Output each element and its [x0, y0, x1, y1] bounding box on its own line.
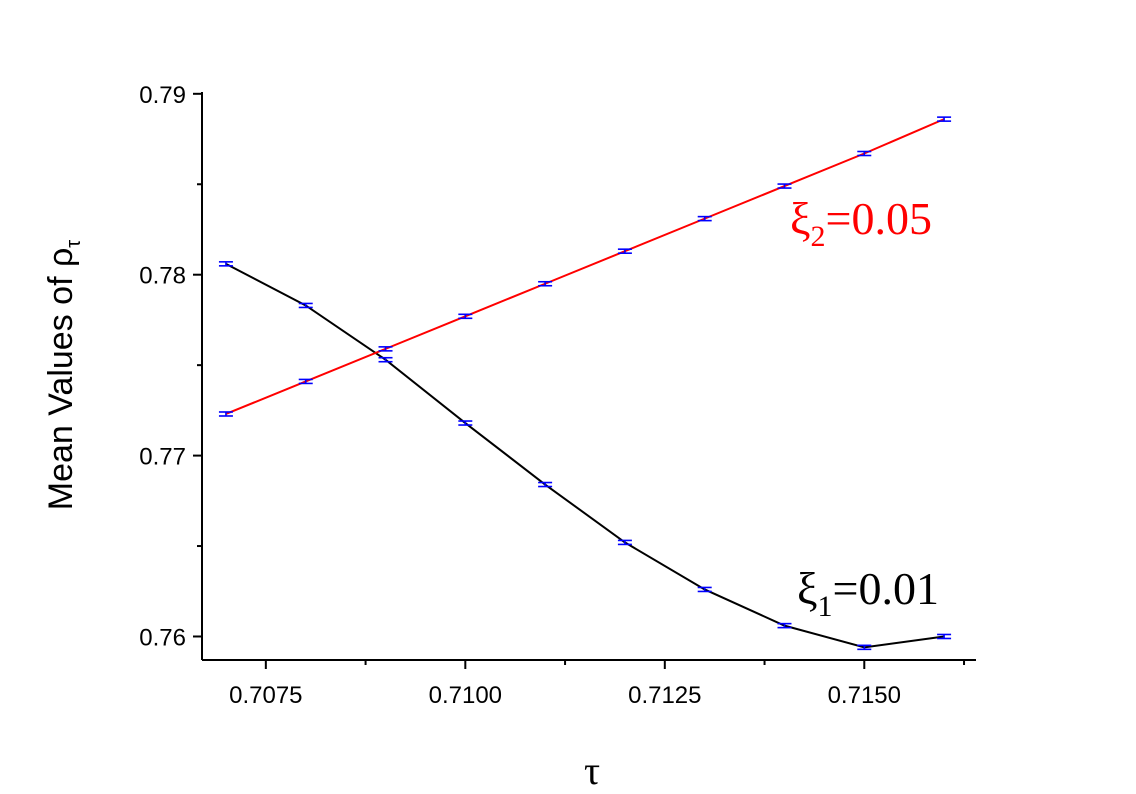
y-tick-label: 0.79 [139, 82, 186, 109]
series-label-xi2-base: ξ [790, 193, 811, 244]
x-tick-label: 0.7125 [628, 682, 701, 709]
x-tick-label: 0.7075 [229, 682, 302, 709]
error-bar [378, 346, 393, 352]
series-label-xi1-sub: 1 [818, 590, 833, 623]
series-line-1 [225, 262, 945, 649]
error-bar [937, 116, 952, 122]
series-label-xi1-rest: =0.01 [833, 563, 939, 614]
x-ticks: 0.7075 0.7100 0.7125 0.7150 [229, 660, 966, 709]
series-label-xi1-base: ξ [797, 563, 818, 614]
y-ticks: 0.76 0.77 0.78 0.79 [139, 82, 202, 651]
y-tick-label: 0.78 [139, 263, 186, 290]
error-bar [218, 261, 233, 267]
error-bar [458, 420, 473, 426]
error-bar [777, 183, 792, 189]
series-layer [225, 118, 945, 649]
y-tick-label: 0.77 [139, 444, 186, 471]
error-bar [777, 622, 792, 629]
error-bar [378, 356, 393, 363]
error-bar [538, 481, 553, 488]
axes [201, 92, 976, 661]
error-bar [538, 280, 553, 287]
x-tick-label: 0.7100 [429, 682, 502, 709]
y-tick-label: 0.76 [139, 624, 186, 651]
error-bar [617, 539, 632, 546]
y-axis-title: Mean Values of ρτ [42, 240, 85, 511]
x-axis-title: τ [584, 748, 600, 793]
error-bar [298, 302, 313, 309]
error-bar [937, 633, 952, 640]
error-bar [857, 150, 872, 157]
error-bar [857, 644, 872, 651]
y-axis-title-subscript: τ [63, 240, 85, 248]
x-tick-label: 0.7150 [828, 682, 901, 709]
error-bar [697, 586, 712, 593]
error-bar [298, 378, 313, 385]
series-line-2 [225, 118, 945, 415]
error-bar [617, 248, 632, 254]
error-bar [458, 313, 473, 320]
series-label-xi2-rest: =0.05 [826, 193, 932, 244]
series-label-xi2-sub: 2 [811, 220, 826, 253]
series-label-xi1: ξ1=0.01 [797, 563, 939, 623]
error-bar [218, 411, 233, 417]
y-axis-title-main: Mean Values of ρ [42, 248, 80, 511]
error-bar [697, 215, 712, 222]
series-label-xi2: ξ2=0.05 [790, 193, 932, 253]
error-bars [218, 116, 952, 651]
